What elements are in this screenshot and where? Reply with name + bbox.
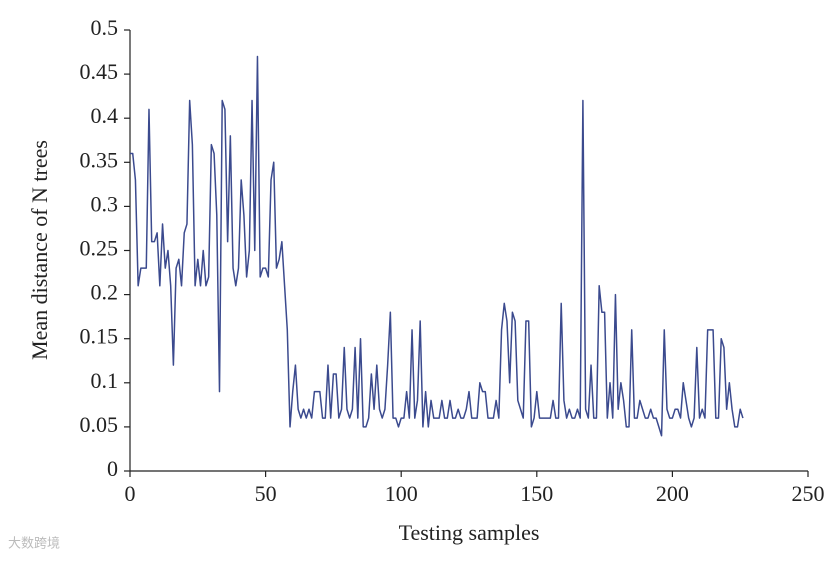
y-tick-label: 0.15: [80, 324, 119, 349]
data-line: [130, 55, 744, 437]
watermark: 大数跨境: [8, 537, 60, 552]
y-tick-label: 0.05: [80, 412, 119, 437]
x-tick-label: 150: [520, 481, 553, 506]
y-tick-label: 0.4: [91, 103, 119, 128]
x-tick-label: 0: [125, 481, 136, 506]
y-tick-label: 0.25: [80, 236, 119, 261]
y-tick-label: 0.1: [91, 368, 119, 393]
y-axis-label: Mean distance of N trees: [27, 140, 52, 360]
y-tick-label: 0.2: [91, 280, 119, 305]
y-tick-label: 0: [107, 456, 118, 481]
x-tick-label: 50: [255, 481, 277, 506]
y-tick-label: 0.45: [80, 59, 119, 84]
x-axis-label: Testing samples: [399, 520, 540, 545]
y-tick-label: 0.3: [91, 191, 119, 216]
x-tick-label: 100: [385, 481, 418, 506]
x-tick-label: 250: [792, 481, 825, 506]
y-tick-label: 0.5: [91, 15, 119, 40]
x-tick-label: 200: [656, 481, 689, 506]
y-tick-label: 0.35: [80, 147, 119, 172]
